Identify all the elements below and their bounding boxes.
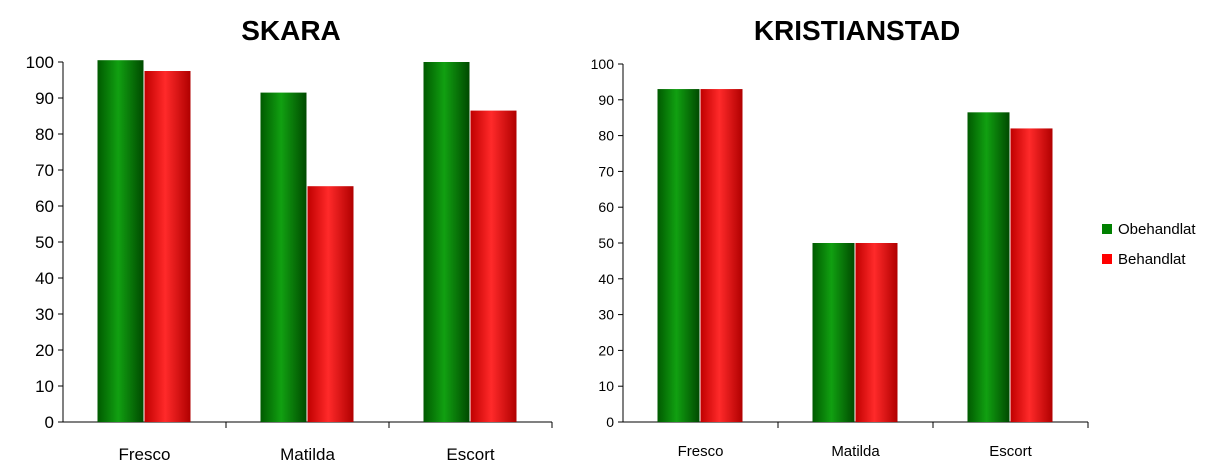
chart-kristianstad: KRISTIANSTAD 0 10 20 30 40 50 60 70 80 90 100 Fresc… — [591, 15, 1089, 460]
bar-kristianstad-fresco-behandlat — [700, 89, 743, 422]
y-tick-label-skara: 30 — [35, 305, 54, 324]
chart-skara: SKARA 0 10 20 30 40 50 60 70 80 90 100 Fresco Matild… — [26, 15, 553, 464]
y-tick-label-skara: 40 — [35, 269, 54, 288]
x-tick-label-kristianstad: Fresco — [678, 443, 724, 460]
y-tick-label-skara: 100 — [26, 53, 54, 72]
chart-title-kristianstad: KRISTIANSTAD — [754, 15, 960, 46]
y-tick-label-kristianstad: 40 — [598, 271, 614, 287]
bar-kristianstad-escort-behandlat — [1010, 128, 1053, 422]
bar-kristianstad-fresco-obehandlat — [657, 89, 700, 422]
bar-kristianstad-matilda-obehandlat — [812, 243, 855, 422]
bar-kristianstad-escort-obehandlat — [967, 112, 1010, 422]
legend-label-behandlat: Behandlat — [1118, 251, 1186, 268]
y-tick-label-kristianstad: 20 — [598, 342, 614, 358]
legend-swatch-obehandlat — [1102, 224, 1112, 234]
x-tick-label-kristianstad: Matilda — [831, 443, 880, 460]
bar-skara-escort-obehandlat — [423, 62, 470, 422]
y-tick-label-skara: 20 — [35, 341, 54, 360]
x-tick-label-skara: Fresco — [119, 445, 171, 464]
legend: Obehandlat Behandlat — [1102, 221, 1196, 268]
x-tick-label-kristianstad: Escort — [989, 443, 1032, 460]
y-tick-label-kristianstad: 80 — [598, 128, 614, 144]
y-tick-label-kristianstad: 30 — [598, 307, 614, 323]
x-tick-label-skara: Escort — [446, 445, 494, 464]
y-tick-label-skara: 70 — [35, 161, 54, 180]
y-tick-label-kristianstad: 0 — [606, 414, 614, 430]
bar-skara-matilda-behandlat — [307, 186, 354, 422]
legend-swatch-behandlat — [1102, 254, 1112, 264]
bar-skara-matilda-obehandlat — [260, 92, 307, 422]
x-tick-label-skara: Matilda — [280, 445, 335, 464]
y-tick-label-skara: 60 — [35, 197, 54, 216]
y-tick-label-kristianstad: 10 — [598, 378, 614, 394]
chart-title-skara: SKARA — [241, 15, 341, 46]
y-tick-label-skara: 90 — [35, 89, 54, 108]
y-tick-label-skara: 10 — [35, 377, 54, 396]
y-tick-label-skara: 80 — [35, 125, 54, 144]
y-tick-label-skara: 50 — [35, 233, 54, 252]
bar-kristianstad-matilda-behandlat — [855, 243, 898, 422]
y-tick-label-kristianstad: 60 — [598, 199, 614, 215]
bar-skara-fresco-behandlat — [144, 71, 191, 422]
bar-skara-escort-behandlat — [470, 110, 517, 422]
bar-skara-fresco-obehandlat — [97, 60, 144, 422]
plot-area-skara: 0 10 20 30 40 50 60 70 80 90 100 Fresco Matilda Escor… — [26, 53, 553, 464]
plot-area-kristianstad: 0 10 20 30 40 50 60 70 80 90 100 Fresco Matilda Escor… — [591, 56, 1089, 460]
legend-label-obehandlat: Obehandlat — [1118, 221, 1196, 238]
y-tick-label-kristianstad: 70 — [598, 163, 614, 179]
y-tick-label-kristianstad: 100 — [591, 56, 615, 72]
y-tick-label-kristianstad: 90 — [598, 92, 614, 108]
y-tick-label-kristianstad: 50 — [598, 235, 614, 251]
y-tick-label-skara: 0 — [45, 413, 54, 432]
